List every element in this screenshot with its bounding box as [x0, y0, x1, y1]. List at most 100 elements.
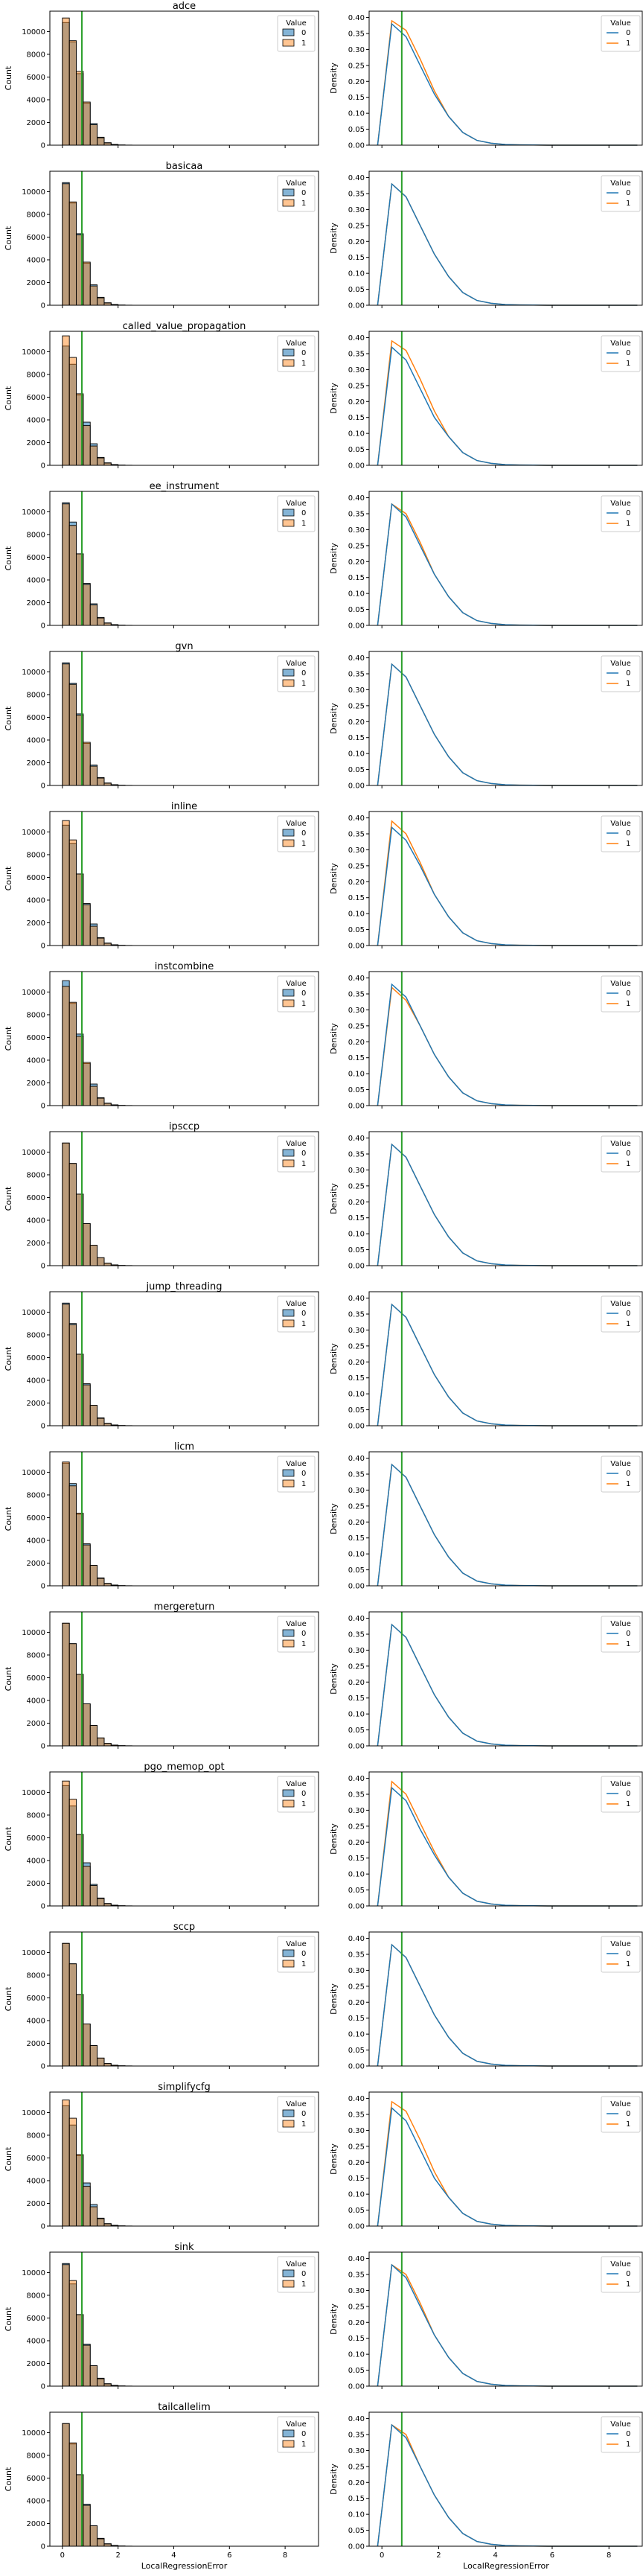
legend-label-0: 0 [626, 1790, 630, 1798]
hist-ytick-label: 0 [41, 1743, 45, 1751]
density-ytick-label: 0.25 [348, 542, 365, 550]
density-line-0 [377, 1464, 637, 1586]
hist-ytick-label: 6000 [27, 1194, 45, 1202]
density-ytick-label: 0.35 [348, 31, 365, 39]
density-line-0 [377, 827, 637, 946]
density-line-1 [377, 821, 637, 946]
legend-label-0: 0 [626, 2430, 630, 2438]
hist-bar-1 [69, 2443, 76, 2546]
density-ytick-label: 0.25 [348, 2463, 365, 2471]
density-line-1 [377, 504, 637, 625]
panel-title: instcombine [155, 961, 214, 972]
panel-title: basicaa [166, 161, 203, 172]
density-ytick-label: 0.25 [348, 862, 365, 870]
legend-swatch-1 [283, 1000, 294, 1007]
hist-ytick-label: 2000 [27, 1560, 45, 1568]
legend-label-1: 1 [301, 2280, 306, 2289]
density-ytick-label: 0.35 [348, 191, 365, 199]
legend-label-1: 1 [626, 1320, 630, 1328]
density-ytick-label: 0.00 [348, 1743, 365, 1751]
density-xtick-label: 2 [436, 2551, 441, 2560]
panel-title: ipsccp [169, 1121, 199, 1132]
hist-ytick-label: 8000 [27, 1811, 45, 1820]
density-line-0 [377, 347, 637, 465]
density-line-1 [377, 1304, 637, 1426]
legend-title: Value [286, 2420, 306, 2429]
hist-ytick-label: 4000 [27, 1857, 45, 1865]
legend-label-0: 0 [301, 2270, 306, 2278]
legend-title: Value [610, 1140, 630, 1148]
hist-bar-1 [97, 1257, 104, 1266]
legend-swatch-0 [283, 1950, 294, 1957]
density-ytick-label: 0.05 [348, 1406, 365, 1415]
hist-ytick-label: 0 [41, 782, 45, 791]
density-ytick-label: 0.35 [348, 1151, 365, 1159]
density-ytick-label: 0.40 [348, 654, 365, 663]
density-ytick-label: 0.15 [348, 1534, 365, 1543]
hist-bar-1 [90, 605, 97, 625]
hist-ylabel: Count [4, 2306, 13, 2331]
legend-label-0: 0 [626, 1470, 630, 1478]
hist-ytick-label: 0 [41, 1903, 45, 1911]
hist-ylabel: Count [4, 2146, 13, 2171]
density-line-1 [377, 1782, 637, 1906]
legend-title: Value [286, 2100, 306, 2108]
density-ytick-label: 0.35 [348, 1631, 365, 1639]
hist-bar-1 [97, 138, 104, 145]
density-ytick-label: 0.15 [348, 2175, 365, 2183]
hist-bar-1 [83, 426, 90, 465]
hist-ytick-label: 2000 [27, 439, 45, 447]
density-ytick-label: 0.35 [348, 831, 365, 839]
panel-basicaa: basicaa0200040006000800010000CountValue0… [4, 161, 642, 310]
legend-swatch-1 [283, 840, 294, 847]
density-ytick-label: 0.30 [348, 206, 365, 214]
hist-ytick-label: 6000 [27, 1674, 45, 1683]
density-ytick-label: 0.30 [348, 366, 365, 374]
density-ytick-label: 0.35 [348, 1791, 365, 1799]
legend-label-1: 1 [301, 520, 306, 528]
density-ytick-label: 0.10 [348, 430, 365, 439]
hist-bar-1 [104, 1744, 111, 1746]
hist-bar-1 [63, 504, 69, 625]
hist-bar-1 [97, 618, 104, 625]
hist-bar-1 [104, 1263, 111, 1266]
hist-ytick-label: 10000 [22, 2109, 45, 2117]
legend-title: Value [610, 179, 630, 188]
legend-title: Value [286, 1780, 306, 1788]
hist-ytick-label: 6000 [27, 1034, 45, 1042]
hist-bar-1 [63, 2265, 69, 2386]
density-ytick-label: 0.40 [348, 174, 365, 182]
hist-xlabel: LocalRegressionError [141, 2561, 228, 2571]
density-ytick-label: 0.20 [348, 2159, 365, 2167]
hist-ytick-label: 10000 [22, 669, 45, 677]
density-ytick-label: 0.05 [348, 1727, 365, 1735]
density-ytick-label: 0.40 [348, 494, 365, 503]
legend-swatch-1 [283, 39, 294, 46]
density-ytick-label: 0.10 [348, 1231, 365, 1239]
hist-bar-1 [69, 357, 76, 465]
density-ytick-label: 0.00 [348, 2063, 365, 2071]
legend-swatch-0 [283, 2110, 294, 2117]
legend-label-0: 0 [626, 2110, 630, 2118]
hist-bar-1 [83, 1704, 90, 1746]
panel-title: licm [174, 1441, 194, 1453]
hist-bar-1 [97, 1098, 104, 1106]
density-ylabel: Density [329, 2143, 339, 2175]
hist-ytick-label: 2000 [27, 599, 45, 608]
density-ytick-label: 0.20 [348, 1519, 365, 1527]
legend-title: Value [610, 1300, 630, 1308]
density-line-1 [377, 1945, 637, 2066]
hist-ytick-label: 10000 [22, 1469, 45, 1477]
hist-ytick-label: 2000 [27, 1880, 45, 1888]
legend-swatch-0 [283, 829, 294, 836]
density-ytick-label: 0.15 [348, 894, 365, 902]
panel-adce: adce0200040006000800010000CountValue010.… [4, 1, 642, 150]
density-ylabel: Density [329, 1503, 339, 1534]
hist-ytick-label: 10000 [22, 2269, 45, 2277]
density-line-1 [377, 184, 637, 305]
hist-ytick-label: 0 [41, 462, 45, 471]
hist-bar-1 [83, 2187, 90, 2226]
